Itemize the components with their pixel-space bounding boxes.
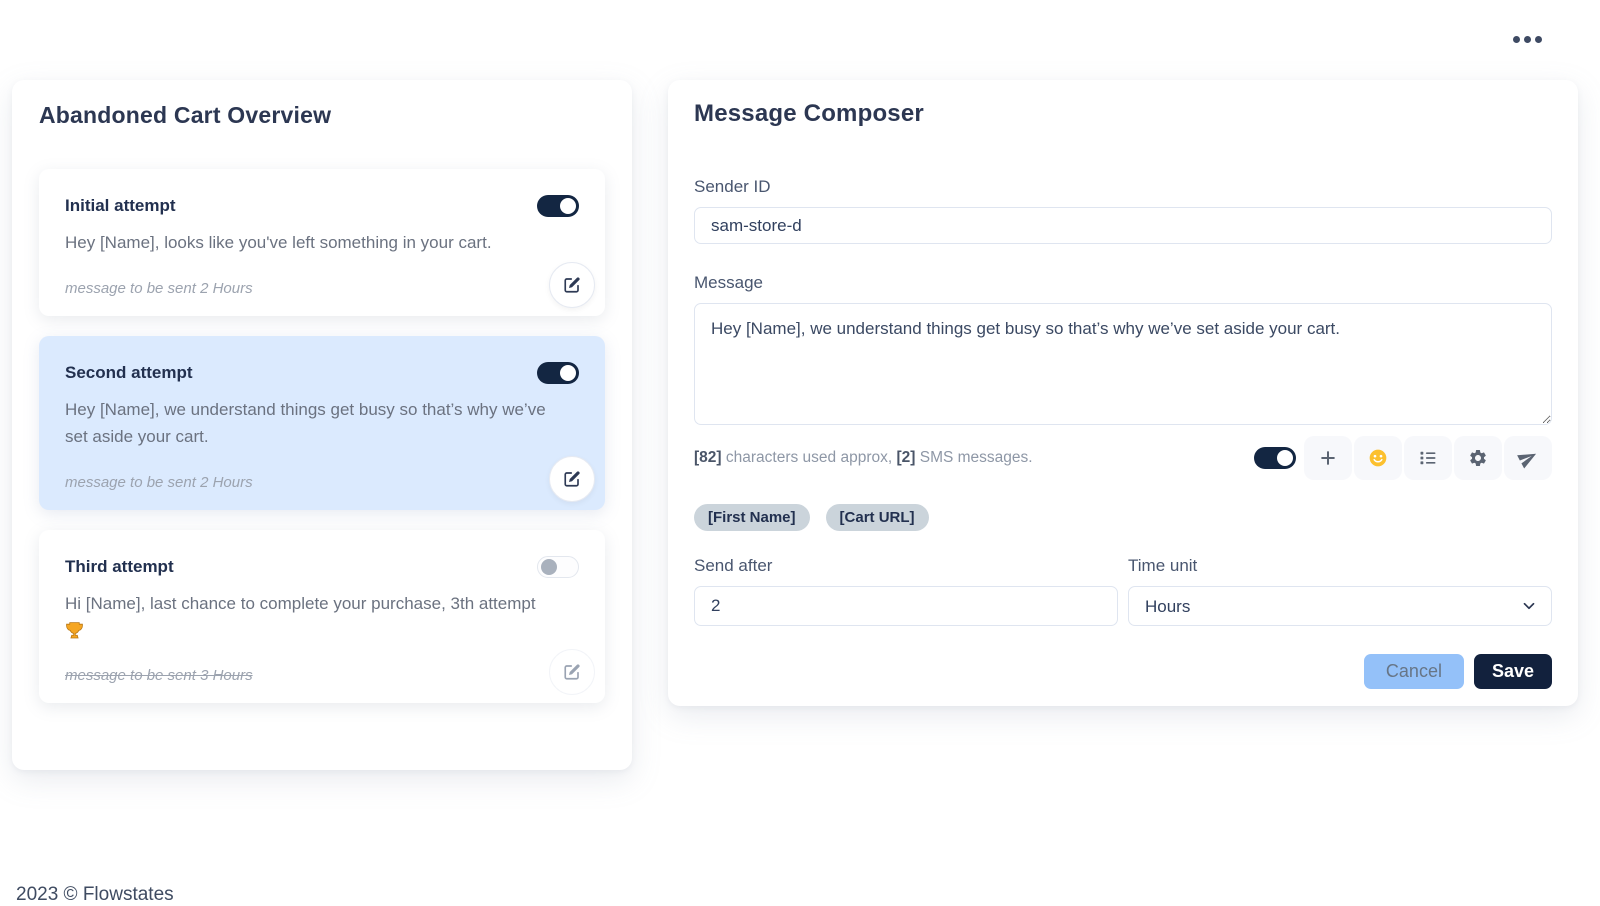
timing-row: Send after Time unit Hours — [694, 555, 1552, 626]
ellipsis-dot — [1535, 36, 1542, 43]
toolbar-buttons — [1304, 436, 1552, 480]
message-label: Message — [694, 273, 763, 292]
emoji-button[interactable] — [1354, 436, 1402, 480]
attempt-schedule-note: message to be sent 3 Hours — [65, 667, 253, 684]
gear-icon — [1468, 448, 1488, 468]
attempt-card-initial: Initial attempt Hey [Name], looks like y… — [39, 169, 605, 316]
footer-copyright: 2023 © Flowstates — [16, 884, 174, 905]
send-after-field-group: Send after — [694, 555, 1118, 626]
attempt-schedule-note: message to be sent 2 Hours — [65, 474, 253, 491]
attempt-schedule-note: message to be sent 2 Hours — [65, 280, 253, 297]
edit-icon — [563, 276, 581, 294]
plus-icon — [1318, 448, 1338, 468]
save-button[interactable]: Save — [1473, 654, 1552, 689]
attempt-message-text: Hi [Name], last chance to complete your … — [65, 594, 536, 613]
cancel-button[interactable]: Cancel — [1363, 654, 1464, 689]
attempt-enabled-toggle[interactable] — [537, 362, 579, 384]
time-unit-select[interactable]: Hours — [1128, 586, 1552, 626]
trophy-icon — [65, 619, 579, 643]
attempt-title: Third attempt — [65, 557, 174, 576]
time-unit-label: Time unit — [1128, 556, 1198, 575]
message-composer-panel: Message Composer Sender ID Message Hey [… — [668, 80, 1578, 706]
smiley-icon — [1368, 448, 1388, 468]
send-button[interactable] — [1504, 436, 1552, 480]
list-button[interactable] — [1404, 436, 1452, 480]
list-icon — [1418, 448, 1438, 468]
cart-url-chip[interactable]: [Cart URL] — [825, 504, 929, 531]
overview-title: Abandoned Cart Overview — [39, 102, 332, 128]
toggle-knob — [541, 559, 557, 575]
time-unit-field-group: Time unit Hours — [1128, 555, 1552, 626]
attempt-card-second: Second attempt Hey [Name], we understand… — [39, 336, 605, 510]
attempt-title: Initial attempt — [65, 196, 176, 215]
edit-attempt-button[interactable] — [549, 649, 595, 695]
attempt-message-text: Hey [Name], looks like you've left somet… — [65, 233, 492, 252]
toolbar-toggle[interactable] — [1254, 447, 1296, 469]
send-after-label: Send after — [694, 556, 773, 575]
toggle-knob — [1277, 450, 1293, 466]
toggle-knob — [560, 198, 576, 214]
edit-icon — [563, 470, 581, 488]
edit-attempt-button[interactable] — [549, 262, 595, 308]
edit-icon — [563, 663, 581, 681]
message-textarea[interactable]: Hey [Name], we understand things get bus… — [694, 303, 1552, 425]
attempt-message-text: Hey [Name], we understand things get bus… — [65, 400, 546, 446]
paper-plane-icon — [1514, 444, 1541, 471]
character-counter: [82] characters used approx, [2] SMS mes… — [694, 449, 1033, 466]
settings-button[interactable] — [1454, 436, 1502, 480]
send-after-input[interactable] — [694, 586, 1118, 626]
composer-title: Message Composer — [694, 100, 924, 127]
add-button[interactable] — [1304, 436, 1352, 480]
ellipsis-dot — [1524, 36, 1531, 43]
edit-attempt-button[interactable] — [549, 456, 595, 502]
abandoned-cart-overview-panel: Abandoned Cart Overview Initial attempt … — [12, 80, 632, 770]
merge-tag-chips: [First Name] [Cart URL] — [694, 504, 1552, 531]
first-name-chip[interactable]: [First Name] — [694, 504, 810, 531]
more-options-button[interactable] — [1507, 30, 1548, 49]
attempt-enabled-toggle[interactable] — [537, 195, 579, 217]
composer-toolbar — [1254, 436, 1552, 480]
attempt-title: Second attempt — [65, 363, 193, 382]
ellipsis-dot — [1513, 36, 1520, 43]
sender-id-input[interactable] — [694, 207, 1552, 244]
attempt-enabled-toggle[interactable] — [537, 556, 579, 578]
message-meta-row: [82] characters used approx, [2] SMS mes… — [694, 436, 1552, 480]
sender-id-label: Sender ID — [694, 177, 771, 196]
attempt-card-third: Third attempt Hi [Name], last chance to … — [39, 530, 605, 703]
composer-actions: Cancel Save — [694, 654, 1552, 689]
toggle-knob — [560, 365, 576, 381]
